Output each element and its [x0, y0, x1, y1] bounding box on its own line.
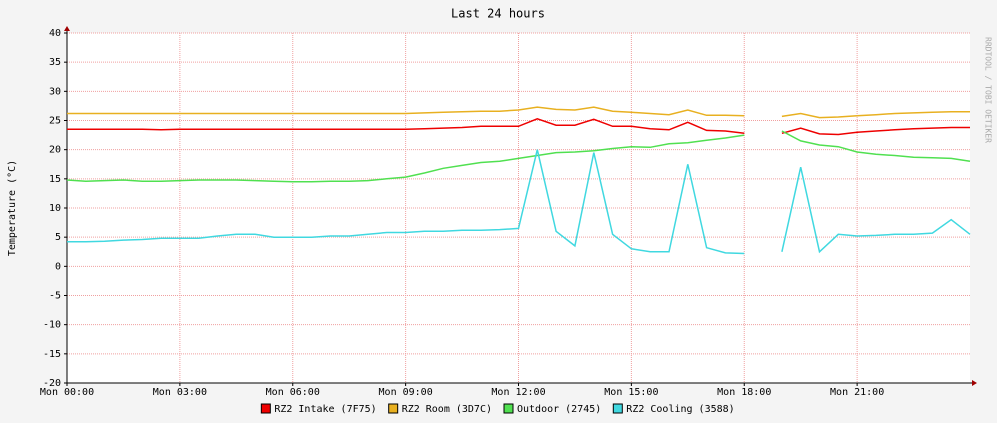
y-tick-label: -15 [43, 349, 61, 360]
y-tick-label: -20 [43, 378, 61, 389]
y-tick-label: 15 [49, 174, 61, 185]
x-tick-label: Mon 09:00 [379, 387, 433, 398]
y-tick-label: 0 [55, 261, 61, 272]
legend-label: RZ2 Intake (7F75) [274, 404, 376, 415]
legend-swatch [503, 403, 514, 414]
x-tick-label: Mon 21:00 [830, 387, 884, 398]
axis-arrow [64, 26, 70, 31]
legend-label: RZ2 Cooling (3588) [626, 404, 734, 415]
watermark: RRDTOOL / TOBI OETIKER [984, 37, 993, 143]
series-line [67, 106, 970, 119]
axis-arrow [972, 380, 977, 386]
y-tick-label: 5 [55, 232, 61, 243]
series-line [67, 149, 971, 255]
y-axis-label: Temperature (°C) [7, 160, 18, 256]
x-tick-label: Mon 00:00 [40, 387, 94, 398]
y-tick-label: 20 [49, 145, 61, 156]
y-tick-label: -5 [49, 291, 61, 302]
y-tick-label: 10 [49, 203, 61, 214]
y-tick-label: 25 [49, 116, 61, 127]
chart-title: Last 24 hours [451, 7, 545, 21]
x-tick-label: Mon 06:00 [266, 387, 320, 398]
x-tick-label: Mon 03:00 [153, 387, 207, 398]
legend-label: RZ2 Room (3D7C) [402, 404, 492, 415]
x-tick-label: Mon 18:00 [717, 387, 771, 398]
series-line [66, 130, 971, 183]
x-tick-label: Mon 12:00 [491, 387, 545, 398]
series-line [67, 118, 970, 136]
legend-swatch [388, 403, 399, 414]
legend-swatch [260, 403, 271, 414]
y-tick-label: 35 [49, 57, 61, 68]
x-tick-label: Mon 15:00 [604, 387, 658, 398]
legend-swatch [612, 403, 623, 414]
y-tick-label: 30 [49, 86, 61, 97]
y-tick-label: -10 [43, 320, 61, 331]
y-tick-label: 40 [49, 28, 61, 39]
legend-label: Outdoor (2745) [517, 404, 601, 415]
